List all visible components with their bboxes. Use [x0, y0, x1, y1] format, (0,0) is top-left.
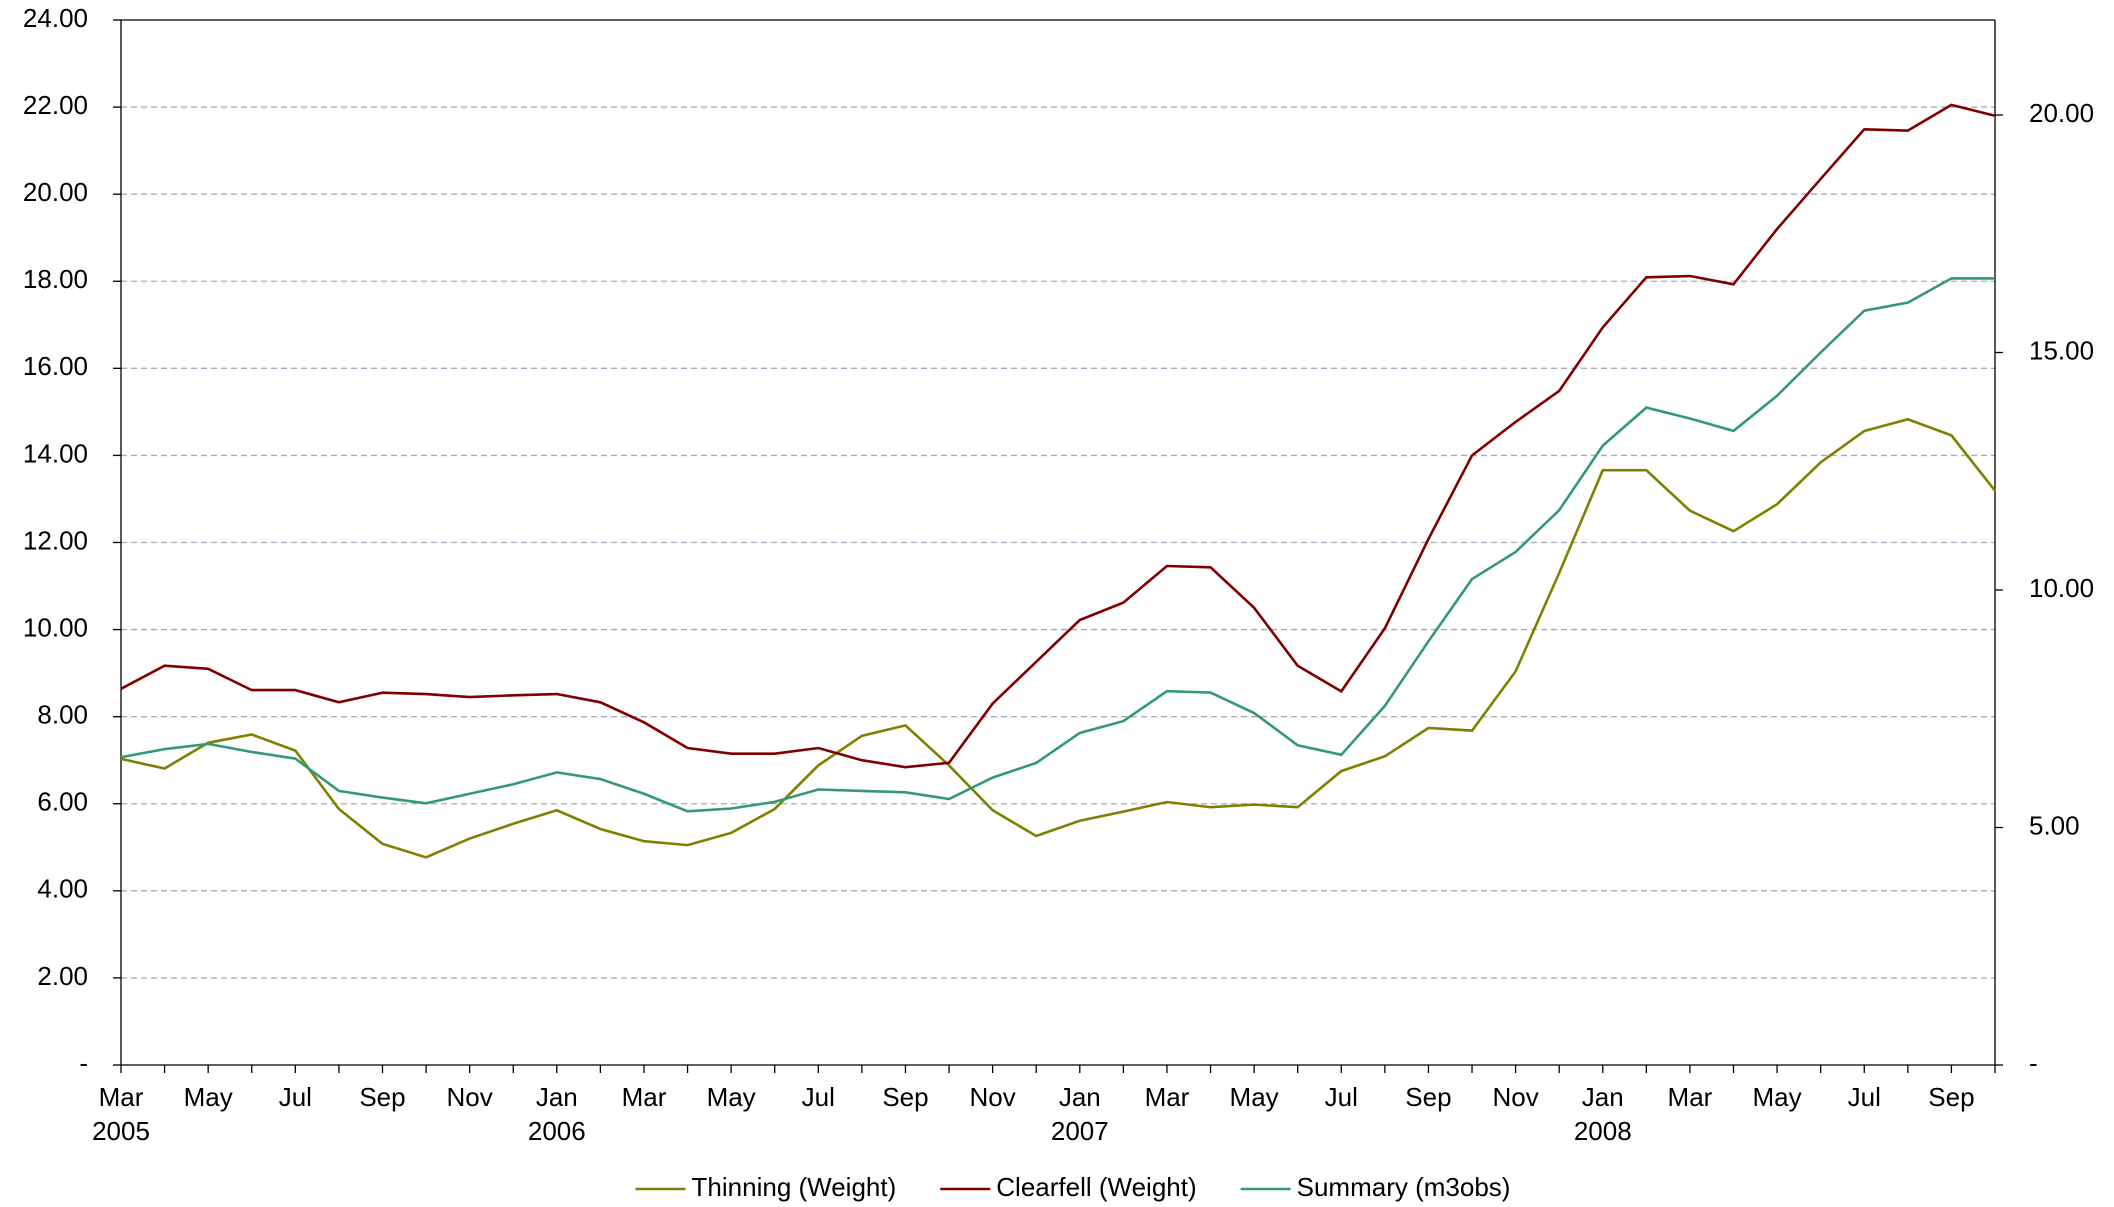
- y-tick-label: 6.00: [37, 787, 88, 817]
- y-tick-label: 20.00: [23, 177, 88, 207]
- x-tick-label: Jul: [1848, 1082, 1881, 1112]
- y-tick-label: 2.00: [37, 961, 88, 991]
- x-tick-label: Mar: [622, 1082, 667, 1112]
- x-tick-label: May: [1230, 1082, 1279, 1112]
- series-line: [120, 103, 1996, 769]
- y-tick-label: 14.00: [23, 438, 88, 468]
- x-tick-label: Nov: [970, 1082, 1016, 1112]
- x-tick-label: Jul: [279, 1082, 312, 1112]
- x-tick-label: Sep: [1928, 1082, 1974, 1112]
- x-tick-label: May: [184, 1082, 233, 1112]
- x-tick-label: Jul: [1325, 1082, 1358, 1112]
- y2-tick-label: 20.00: [2029, 98, 2094, 128]
- x-tick-label: May: [707, 1082, 756, 1112]
- y-tick-label: 12.00: [23, 525, 88, 555]
- x-tick-label: Sep: [359, 1082, 405, 1112]
- y-tick-label: 24.00: [23, 3, 88, 33]
- y2-tick-label: 15.00: [2029, 335, 2094, 365]
- y-tick-label: 8.00: [37, 700, 88, 730]
- x-tick-label: Nov: [1492, 1082, 1538, 1112]
- y-tick-label: 10.00: [23, 612, 88, 642]
- x-tick-label: Jan 2006: [528, 1082, 586, 1146]
- series-line: [120, 417, 1997, 859]
- series-line: [120, 277, 1995, 813]
- x-tick-label: Mar: [1145, 1082, 1190, 1112]
- legend-label: Clearfell (Weight): [996, 1172, 1196, 1202]
- x-tick-label: Jan 2007: [1051, 1082, 1109, 1146]
- x-tick-label: May: [1753, 1082, 1802, 1112]
- x-tick-label: Mar 2005: [92, 1082, 150, 1146]
- x-tick-label: Sep: [1405, 1082, 1451, 1112]
- legend-label: Summary (m3obs): [1297, 1172, 1511, 1202]
- y2-tick-label: -: [2029, 1048, 2038, 1078]
- y2-tick-label: 10.00: [2029, 573, 2094, 603]
- y-tick-label: -: [79, 1048, 88, 1078]
- y-tick-label: 4.00: [37, 874, 88, 904]
- x-tick-label: Jan 2008: [1574, 1082, 1632, 1146]
- y-tick-label: 22.00: [23, 90, 88, 120]
- y-tick-label: 18.00: [23, 264, 88, 294]
- x-tick-label: Sep: [882, 1082, 928, 1112]
- y-tick-label: 16.00: [23, 351, 88, 381]
- x-tick-label: Jul: [802, 1082, 835, 1112]
- legend-label: Thinning (Weight): [692, 1172, 897, 1202]
- y2-tick-label: 5.00: [2029, 810, 2080, 840]
- x-tick-label: Nov: [447, 1082, 493, 1112]
- x-tick-label: Mar: [1668, 1082, 1713, 1112]
- legend: Thinning (Weight) Clearfell (Weight) Summa…: [635, 1172, 1511, 1202]
